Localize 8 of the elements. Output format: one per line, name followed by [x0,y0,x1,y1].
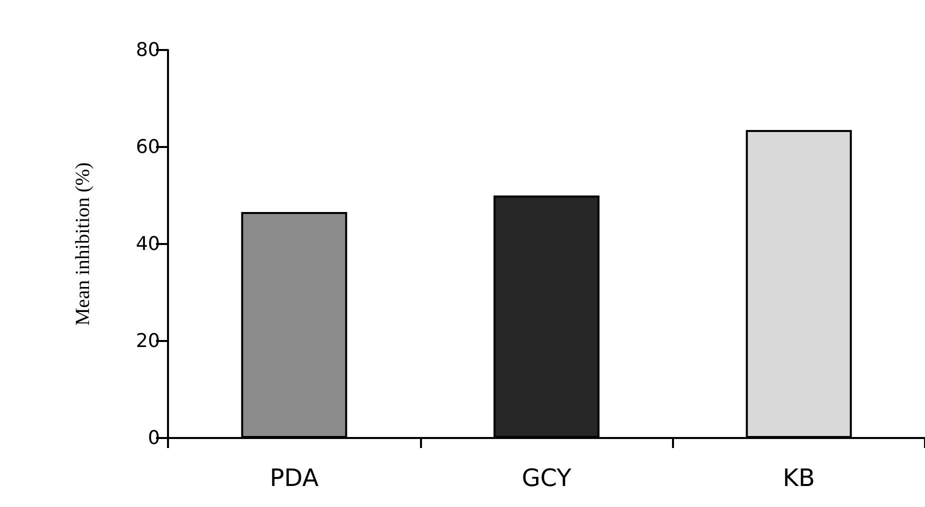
y-tick-label: 40 [136,233,160,255]
y-tick-label: 80 [136,39,160,61]
x-tick-label: PDA [270,464,320,492]
x-tick-label: GCY [522,464,572,492]
x-tick-label: KB [782,464,815,492]
y-tick-label: 20 [136,330,160,352]
y-tick-label: 60 [136,136,160,158]
y-axis-title: Mean inhibition (%) [72,162,94,326]
